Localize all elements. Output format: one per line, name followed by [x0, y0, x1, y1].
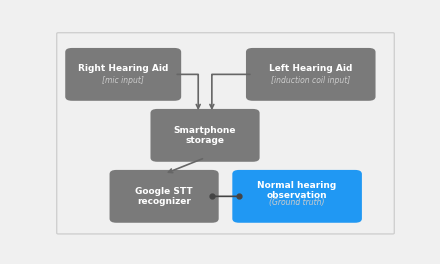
Text: Smartphone
storage: Smartphone storage — [174, 126, 236, 145]
FancyBboxPatch shape — [246, 48, 376, 101]
Text: [induction coil input]: [induction coil input] — [271, 76, 350, 85]
FancyBboxPatch shape — [110, 170, 219, 223]
Text: Google STT
recognizer: Google STT recognizer — [136, 187, 193, 206]
FancyBboxPatch shape — [57, 33, 394, 234]
Text: Left Hearing Aid: Left Hearing Aid — [269, 64, 352, 73]
Text: Normal hearing
observation: Normal hearing observation — [257, 181, 337, 200]
FancyBboxPatch shape — [150, 109, 260, 162]
Text: (Ground truth): (Ground truth) — [269, 198, 325, 207]
FancyBboxPatch shape — [65, 48, 181, 101]
Text: Right Hearing Aid: Right Hearing Aid — [78, 64, 169, 73]
Text: [mic input]: [mic input] — [102, 76, 144, 85]
FancyBboxPatch shape — [232, 170, 362, 223]
